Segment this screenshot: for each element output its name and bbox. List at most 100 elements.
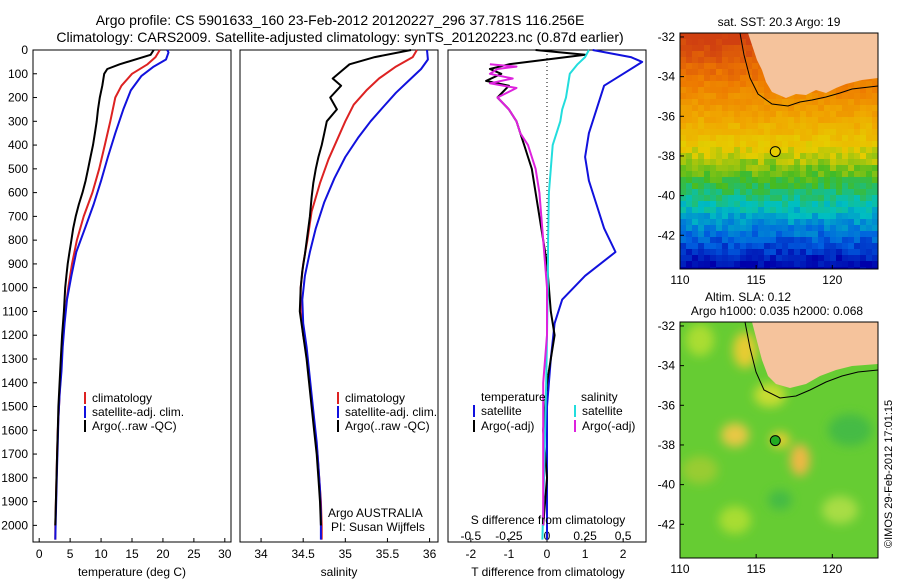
- sst-cell: [776, 231, 782, 237]
- t-difference-label: T difference from climatology: [471, 565, 625, 579]
- credit-label: ©IMOS 29-Feb-2012 17:01:15: [883, 400, 895, 548]
- sst-cell: [746, 225, 752, 231]
- sst-cell: [752, 195, 758, 201]
- sst-cell: [716, 171, 722, 177]
- sst-cell: [788, 159, 794, 165]
- sst-cell: [728, 33, 734, 39]
- sla-land: [752, 322, 878, 388]
- sst-cell: [806, 153, 812, 159]
- sla-blob: [733, 332, 757, 368]
- sst-cell: [716, 153, 722, 159]
- sst-cell: [746, 75, 752, 81]
- sst-cell: [758, 189, 764, 195]
- sst-map-ticks: -32 -34 -36 -38 -40 -42 110 115 120: [658, 30, 843, 287]
- sst-cell: [860, 219, 866, 225]
- sst-cell: [746, 87, 752, 93]
- sst-cell: [782, 165, 788, 171]
- sst-cell: [710, 51, 716, 57]
- sst-cell: [758, 243, 764, 249]
- sst-cell: [872, 111, 878, 117]
- sst-cell: [836, 225, 842, 231]
- sst-cell: [788, 147, 794, 153]
- sst-cell: [716, 63, 722, 69]
- sst-cell: [704, 39, 710, 45]
- sst-cell: [866, 99, 872, 105]
- sst-cell: [740, 219, 746, 225]
- sst-cell: [812, 231, 818, 237]
- sst-cell: [746, 219, 752, 225]
- sst-cell: [740, 99, 746, 105]
- sst-cell: [758, 165, 764, 171]
- sst-cell: [704, 141, 710, 147]
- sst-cell: [794, 171, 800, 177]
- sst-cell: [740, 201, 746, 207]
- sst-cell: [734, 105, 740, 111]
- sst-cell: [752, 213, 758, 219]
- series-line: [301, 49, 429, 540]
- sst-cell: [794, 141, 800, 147]
- temperature-tick-label: 5: [67, 547, 74, 561]
- series-line: [488, 63, 548, 526]
- sst-cell: [860, 183, 866, 189]
- sst-cell: [704, 99, 710, 105]
- sst-cell: [788, 117, 794, 123]
- sst-cell: [758, 111, 764, 117]
- sst-cell: [680, 159, 686, 165]
- sst-cell: [752, 237, 758, 243]
- sst-cell: [800, 195, 806, 201]
- sst-cell: [830, 237, 836, 243]
- sst-cell: [758, 201, 764, 207]
- sst-cell: [830, 225, 836, 231]
- sst-cell: [818, 195, 824, 201]
- sst-cell: [686, 159, 692, 165]
- sla-lat-label: -32: [658, 319, 676, 333]
- sst-cell: [722, 123, 728, 129]
- sst-cell: [818, 249, 824, 255]
- sst-cell: [800, 135, 806, 141]
- sst-cell: [818, 147, 824, 153]
- sst-cell: [728, 111, 734, 117]
- sst-cell: [806, 237, 812, 243]
- sst-cell: [770, 129, 776, 135]
- sst-cell: [734, 225, 740, 231]
- sst-cell: [794, 243, 800, 249]
- sst-cell: [848, 117, 854, 123]
- sst-cell: [710, 267, 716, 269]
- sst-cell: [824, 159, 830, 165]
- difference-tick-label: -2: [466, 547, 477, 561]
- depth-tick-label: 1500: [1, 400, 28, 414]
- sst-cell: [764, 213, 770, 219]
- sst-cell: [710, 171, 716, 177]
- sst-cell: [734, 69, 740, 75]
- legend-label-satellite: satellite-adj. clim.: [92, 405, 184, 419]
- sst-cell: [680, 267, 686, 269]
- sst-cell: [794, 117, 800, 123]
- sst-cell: [872, 219, 878, 225]
- sst-cell: [698, 207, 704, 213]
- sst-cell: [758, 129, 764, 135]
- sst-cell: [722, 243, 728, 249]
- sst-cell: [800, 183, 806, 189]
- sst-cell: [860, 105, 866, 111]
- sst-cell: [812, 105, 818, 111]
- sst-cell: [758, 153, 764, 159]
- sst-cell: [764, 243, 770, 249]
- sst-cell: [770, 99, 776, 105]
- sst-cell: [752, 153, 758, 159]
- sst-cell: [680, 225, 686, 231]
- sst-cell: [716, 51, 722, 57]
- sst-cell: [734, 171, 740, 177]
- sst-cell: [710, 81, 716, 87]
- sst-cell: [728, 225, 734, 231]
- sst-cell: [698, 93, 704, 99]
- sst-cell: [836, 105, 842, 111]
- sst-cell: [752, 249, 758, 255]
- sst-cell: [818, 255, 824, 261]
- depth-tick-label: 1200: [1, 328, 28, 342]
- sst-cell: [692, 231, 698, 237]
- sst-cell: [734, 63, 740, 69]
- sst-cell: [716, 45, 722, 51]
- sst-cell: [806, 183, 812, 189]
- sst-cell: [806, 159, 812, 165]
- difference-series: [485, 49, 644, 540]
